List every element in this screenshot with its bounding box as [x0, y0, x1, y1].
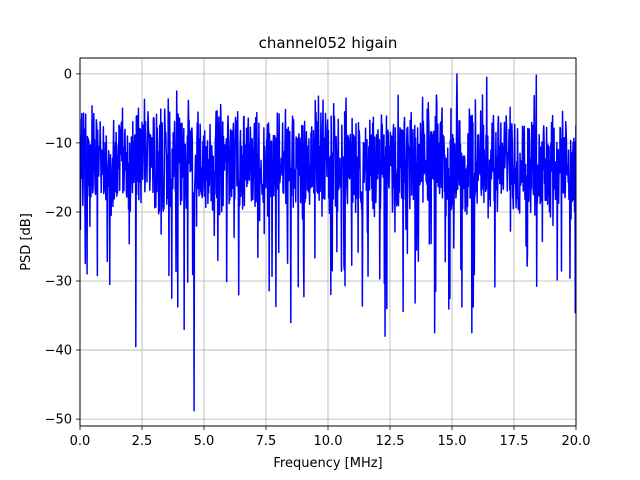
y-tick-label: −10 [45, 136, 72, 151]
x-tick-label: 10.0 [314, 434, 343, 449]
x-tick-label: 0.0 [70, 434, 91, 449]
y-axis-label: PSD [dB] [19, 213, 34, 271]
y-tick-label: −30 [45, 275, 72, 290]
y-tick-label: −40 [45, 344, 72, 359]
x-tick-label: 12.5 [376, 434, 405, 449]
x-tick-label: 20.0 [562, 434, 591, 449]
x-tick-label: 2.5 [132, 434, 153, 449]
series-line-group [80, 73, 576, 412]
axis-ticks: 0.0 2.5 5.0 7.5 10.0 12.5 15.0 17.5 20.0 0 −10 −20 −… [45, 67, 591, 449]
y-tick-label: −50 [45, 413, 72, 428]
x-tick-label: 17.5 [500, 434, 529, 449]
y-tick-label: 0 [64, 67, 72, 82]
x-tick-label: 7.5 [256, 434, 277, 449]
psd-series-line [80, 73, 576, 412]
x-axis-label: Frequency [MHz] [273, 456, 382, 471]
y-tick-label: −20 [45, 205, 72, 220]
chart-title: channel052 higain [259, 34, 398, 52]
x-tick-label: 15.0 [438, 434, 467, 449]
x-tick-label: 5.0 [194, 434, 215, 449]
